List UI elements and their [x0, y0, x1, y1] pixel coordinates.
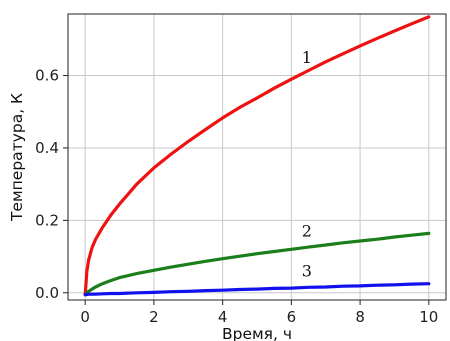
- x-tick-label: 8: [355, 308, 365, 326]
- x-tick-label: 2: [149, 308, 159, 326]
- series-line-2: [83, 231, 431, 297]
- x-tick-label: 6: [287, 308, 297, 326]
- y-tick-label: 0.2: [35, 211, 59, 229]
- series-line-3: [83, 282, 431, 297]
- series-line-1: [83, 15, 431, 297]
- curve-label-2: 2: [302, 222, 312, 241]
- plot-frame: [67, 13, 447, 301]
- y-tick-label: 0.4: [35, 139, 59, 157]
- grid: [68, 14, 446, 300]
- y-tick-label: 0.6: [35, 67, 59, 85]
- y-axis-label: Температура, К: [8, 93, 26, 222]
- x-tick-label: 0: [80, 308, 90, 326]
- curve-label-3: 3: [302, 261, 312, 280]
- curve-labels: 1 2 3: [302, 48, 312, 281]
- x-axis-label: Время, ч: [222, 325, 292, 341]
- x-tick-label: 4: [218, 308, 228, 326]
- axis-ticks: 0 2 4 6 8 10 0.0 0.2 0.4 0.6: [35, 67, 438, 326]
- y-tick-label: 0.0: [35, 284, 59, 302]
- series-layer: [83, 15, 431, 297]
- x-tick-label: 10: [419, 308, 438, 326]
- curve-label-1: 1: [302, 48, 312, 67]
